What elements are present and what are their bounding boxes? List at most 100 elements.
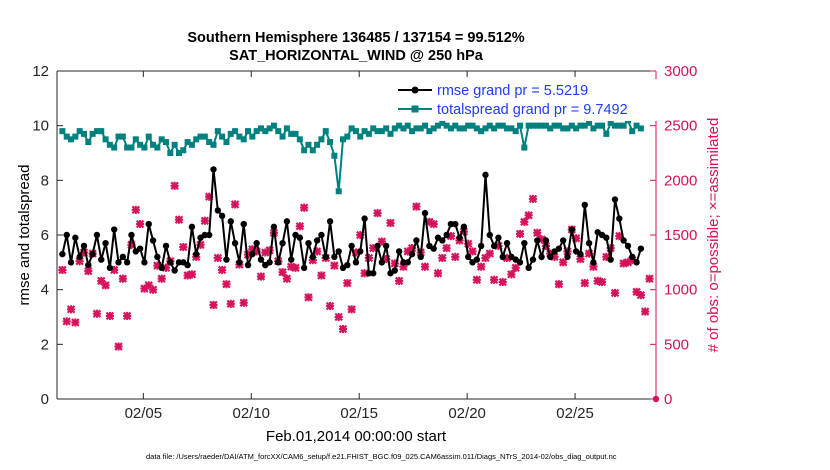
spread-point xyxy=(119,133,126,140)
spread-point xyxy=(85,139,92,146)
chart-title-line2: SAT_HORIZONTAL_WIND @ 250 hPa xyxy=(229,48,484,64)
spread-point xyxy=(210,141,217,148)
rmse-point xyxy=(85,261,92,269)
spread-point xyxy=(236,133,243,140)
rmse-point xyxy=(162,242,170,250)
obs-point xyxy=(507,270,516,279)
spread-point xyxy=(508,125,515,132)
spread-point xyxy=(232,128,239,135)
spread-point xyxy=(301,147,308,154)
rmse-point xyxy=(244,261,252,269)
spread-point xyxy=(590,125,597,132)
rmse-point xyxy=(473,256,481,263)
obs-point xyxy=(442,243,451,253)
obs-point xyxy=(213,253,222,263)
spread-point xyxy=(279,133,286,140)
series-rmse xyxy=(59,166,645,277)
rmse-point xyxy=(102,240,109,247)
spread-point xyxy=(542,122,549,129)
spread-point xyxy=(512,128,519,135)
spread-point xyxy=(400,125,407,132)
rmse-point xyxy=(214,207,222,214)
rmse-point xyxy=(555,245,563,252)
legend-spread-marker xyxy=(411,105,419,113)
obs-point xyxy=(489,275,499,285)
rmse-point xyxy=(408,250,416,258)
spread-point xyxy=(504,125,511,132)
spread-point xyxy=(460,125,467,132)
rmse-point xyxy=(616,215,623,222)
spread-point xyxy=(396,122,403,129)
obs-point xyxy=(515,229,525,239)
obs-point xyxy=(533,228,542,237)
obs-point xyxy=(131,205,140,215)
spread-point xyxy=(409,128,416,135)
obs-point xyxy=(278,267,287,277)
spread-point xyxy=(175,150,182,156)
spread-point xyxy=(141,144,148,151)
spread-point xyxy=(616,122,623,129)
spread-point xyxy=(331,152,338,159)
obs-point xyxy=(576,254,585,264)
rmse-point xyxy=(538,253,545,261)
obs-point xyxy=(239,298,248,307)
rmse-point xyxy=(577,250,584,258)
obs-point xyxy=(170,181,179,190)
obs-point xyxy=(528,194,538,204)
obs-point xyxy=(476,262,486,271)
spread-point xyxy=(577,122,584,129)
rmse-point xyxy=(421,209,429,217)
obs-point xyxy=(559,258,568,267)
spread-point xyxy=(98,128,105,135)
obs-point xyxy=(498,277,507,287)
rmse-point xyxy=(348,242,355,250)
spread-point xyxy=(426,128,433,135)
y-right-tick-label: 0 xyxy=(664,391,672,408)
spread-point xyxy=(573,125,580,132)
spread-point xyxy=(89,130,96,137)
spread-point xyxy=(391,125,398,132)
rmse-point xyxy=(123,259,131,266)
spread-point xyxy=(163,139,170,146)
rmse-point xyxy=(357,248,364,255)
rmse-point xyxy=(67,259,75,266)
spread-point xyxy=(102,136,109,143)
obs-point xyxy=(200,216,210,225)
rmse-point xyxy=(352,259,360,266)
spread-point xyxy=(607,119,614,126)
rmse-point xyxy=(249,250,256,258)
spread-point xyxy=(473,125,480,132)
legend-box xyxy=(396,79,658,121)
spread-point xyxy=(296,136,303,143)
rmse-point xyxy=(240,220,247,228)
rmse-point xyxy=(331,253,338,261)
obs-point xyxy=(66,305,76,314)
obs-point xyxy=(62,317,71,326)
rmse-point xyxy=(167,259,174,266)
spread-point xyxy=(430,125,437,132)
rmse-point xyxy=(361,215,368,222)
spread-point xyxy=(132,136,139,143)
y-left-tick-label: 4 xyxy=(41,282,49,299)
rmse-point xyxy=(395,248,403,255)
rmse-point xyxy=(611,196,619,203)
rmse-point xyxy=(335,248,342,255)
rmse-point xyxy=(236,259,243,266)
spread-point xyxy=(201,133,208,140)
spread-point xyxy=(214,128,221,135)
rmse-point xyxy=(417,253,424,261)
rmse-point xyxy=(460,223,468,230)
rmse-point xyxy=(59,250,66,258)
spread-point xyxy=(529,122,536,129)
y-left-tick-label: 12 xyxy=(32,63,49,80)
rmse-point xyxy=(482,171,489,179)
spread-point xyxy=(115,133,122,140)
rmse-point xyxy=(313,237,321,244)
rmse-point xyxy=(439,237,446,244)
obs-point xyxy=(330,261,339,270)
obs-point xyxy=(222,280,231,289)
obs-point xyxy=(554,280,564,289)
spread-point xyxy=(288,130,295,137)
